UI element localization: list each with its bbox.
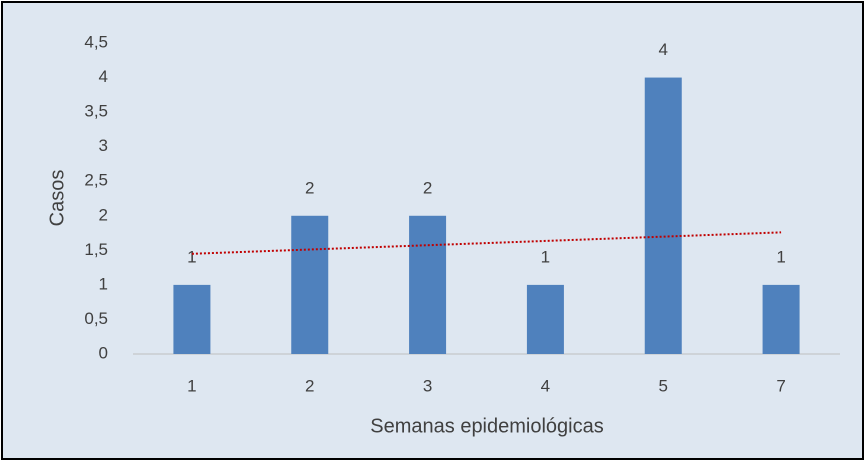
x-tick-label: 7 [776, 376, 785, 395]
y-tick-label: 1,5 [84, 240, 108, 259]
data-label: 2 [305, 178, 314, 197]
y-axis-label: Casos [46, 170, 68, 227]
data-label: 4 [659, 40, 668, 59]
data-label: 1 [776, 247, 785, 266]
y-tick-label: 3,5 [84, 102, 108, 121]
y-tick-label: 4 [99, 67, 108, 86]
bar [173, 284, 211, 354]
bar [644, 77, 682, 355]
bar [291, 215, 329, 354]
y-tick-label: 4,5 [84, 32, 108, 51]
x-tick-label: 2 [305, 376, 314, 395]
y-tick-label: 3 [99, 136, 108, 155]
bar [526, 284, 564, 354]
x-axis-label: Semanas epidemiológicas [370, 415, 603, 437]
y-tick-label: 0,5 [84, 309, 108, 328]
x-tick-label: 1 [187, 376, 196, 395]
data-label: 1 [541, 247, 550, 266]
x-tick-label: 3 [423, 376, 432, 395]
y-tick-label: 2,5 [84, 171, 108, 190]
y-tick-label: 2 [99, 205, 108, 224]
bar [409, 215, 447, 354]
x-tick-label: 5 [659, 376, 668, 395]
bar [762, 284, 800, 354]
y-tick-label: 0 [99, 343, 108, 362]
data-label: 2 [423, 178, 432, 197]
x-tick-label: 4 [541, 376, 550, 395]
data-label: 1 [187, 247, 196, 266]
y-tick-label: 1 [99, 274, 108, 293]
